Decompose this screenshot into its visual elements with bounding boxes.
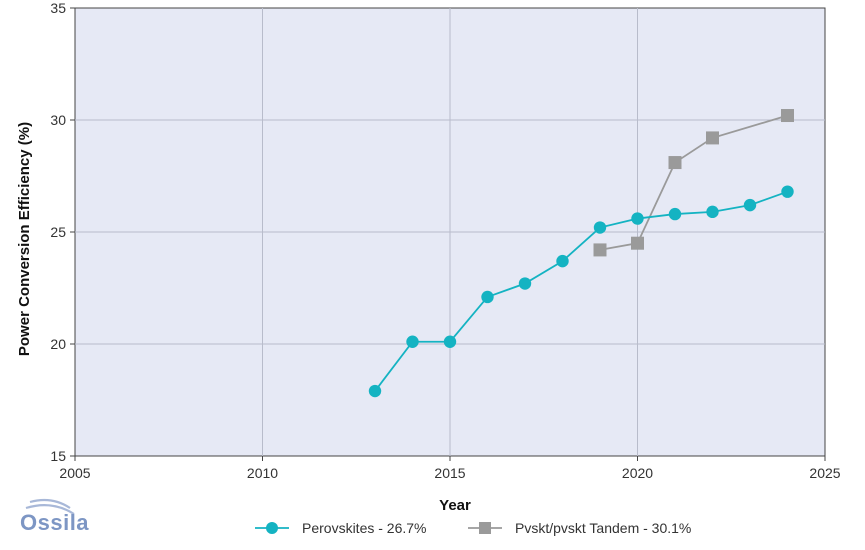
data-point — [556, 254, 569, 268]
data-point — [668, 156, 682, 170]
y-tick-label: 20 — [50, 336, 66, 352]
data-point — [518, 277, 532, 290]
data-point — [706, 131, 719, 145]
data-point — [706, 205, 719, 219]
data-point — [631, 212, 644, 225]
x-tick-label: 2010 — [247, 465, 278, 481]
legend: Perovskites - 26.7% Pvskt/pvskt Tandem - … — [255, 520, 691, 536]
data-point — [368, 384, 382, 398]
legend-marker — [479, 522, 491, 534]
y-axis-ticks: 15 20 25 30 35 — [50, 0, 75, 464]
data-point — [593, 243, 607, 257]
data-point — [781, 185, 794, 198]
series-tandem — [593, 109, 794, 257]
x-tick-label: 2015 — [434, 465, 465, 481]
series-perovskites — [368, 185, 794, 398]
x-axis-title: Year — [439, 497, 471, 514]
y-tick-label: 25 — [50, 224, 66, 240]
data-point — [668, 207, 682, 221]
legend-marker — [266, 522, 278, 534]
x-tick-label: 2025 — [809, 465, 840, 481]
legend-label: Pvskt/pvskt Tandem - 30.1% — [515, 520, 691, 536]
data-point — [481, 290, 494, 304]
series-layer — [368, 109, 794, 398]
data-point — [443, 335, 457, 348]
x-axis-ticks: 2005 2010 2015 2020 2025 — [59, 456, 841, 481]
x-tick-label: 2005 — [59, 465, 90, 481]
x-tick-label: 2020 — [622, 465, 653, 481]
logo-swoosh-icon — [29, 498, 71, 509]
series-line — [374, 190, 788, 392]
data-point — [406, 335, 419, 348]
legend-item: Perovskites - 26.7% — [255, 520, 427, 536]
logo-text: Ossila — [20, 510, 89, 535]
grid — [75, 8, 825, 456]
y-tick-label: 35 — [50, 0, 66, 16]
y-tick-label: 15 — [50, 448, 66, 464]
data-point — [781, 109, 794, 123]
legend-label: Perovskites - 26.7% — [302, 520, 427, 536]
ossila-logo: Ossila — [20, 498, 89, 535]
logo-swoosh-icon — [25, 503, 75, 515]
data-point — [743, 198, 757, 212]
data-point — [631, 236, 644, 250]
legend-item: Pvskt/pvskt Tandem - 30.1% — [468, 520, 691, 536]
data-point — [593, 221, 607, 234]
y-tick-label: 30 — [50, 112, 66, 128]
y-axis-title: Power Conversion Efficiency (%) — [16, 122, 33, 356]
